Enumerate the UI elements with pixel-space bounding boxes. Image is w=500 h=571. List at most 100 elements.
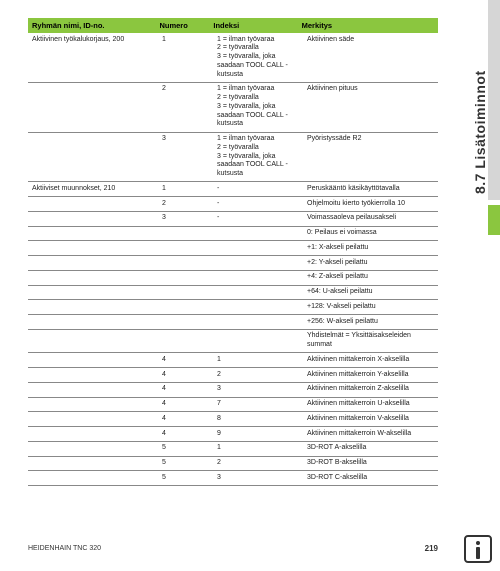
table-cell: 3 (213, 382, 303, 397)
table-cell (28, 427, 158, 442)
side-green-marker (488, 205, 500, 235)
table-cell (158, 241, 213, 256)
table-row: 31 = ilman työvaraa 2 = työvaralla 3 = t… (28, 132, 438, 182)
table-cell: 4 (158, 353, 213, 368)
table-cell (28, 132, 158, 182)
table-row: 0: Peilaus ei voimassa (28, 226, 438, 241)
header-col-3: Indeksi (213, 21, 301, 30)
table-cell (28, 397, 158, 412)
table-row: 43Aktiivinen mittakerroin Z-akselilla (28, 382, 438, 397)
side-tab: 8.7 Lisätoiminnot (470, 0, 500, 200)
header-col-1: Ryhmän nimi, ID-no. (32, 21, 159, 30)
table-cell: Aktiivinen säde (303, 33, 438, 82)
table-cell: 2 (158, 82, 213, 132)
table-cell: 2 (158, 197, 213, 212)
table-cell (28, 226, 158, 241)
data-table: Aktiivinen työkalukorjaus, 20011 = ilman… (28, 33, 438, 486)
table-cell (213, 270, 303, 285)
table-cell: Aktiivinen mittakerroin X-akselilla (303, 353, 438, 368)
table-row: 49Aktiivinen mittakerroin W-akselilla (28, 427, 438, 442)
page-number: 219 (425, 544, 438, 553)
table-cell (158, 285, 213, 300)
table-cell (213, 285, 303, 300)
table-row: 523D-ROT B-akselilla (28, 456, 438, 471)
table-cell: 5 (158, 456, 213, 471)
table-row: +2: Y-akseli peilattu (28, 256, 438, 271)
table-cell: +1: X-akseli peilattu (303, 241, 438, 256)
table-cell: 2 (213, 368, 303, 383)
table-cell: +128: V-akseli peilattu (303, 300, 438, 315)
table-cell: +4: Z-akseli peilattu (303, 270, 438, 285)
table-cell (28, 270, 158, 285)
table-row: 47Aktiivinen mittakerroin U-akselilla (28, 397, 438, 412)
table-cell: Ohjelmoitu kierto työkierrolla 10 (303, 197, 438, 212)
table-header: Ryhmän nimi, ID-no. Numero Indeksi Merki… (28, 18, 438, 33)
table-cell: 4 (158, 427, 213, 442)
table-cell: +2: Y-akseli peilattu (303, 256, 438, 271)
table-row: +1: X-akseli peilattu (28, 241, 438, 256)
table-row: 3-Voimassaoleva peilausakseli (28, 211, 438, 226)
table-cell: - (213, 211, 303, 226)
table-cell: Aktiivinen mittakerroin U-akselilla (303, 397, 438, 412)
table-cell: 3D-ROT C-akselilla (303, 471, 438, 486)
table-cell (158, 329, 213, 353)
table-cell (28, 211, 158, 226)
table-cell: 1 (158, 33, 213, 82)
table-cell (213, 256, 303, 271)
footer-product: HEIDENHAIN TNC 320 (28, 545, 101, 552)
page-footer: HEIDENHAIN TNC 320 219 (28, 544, 438, 553)
table-cell: Aktiivinen mittakerroin V-akselilla (303, 412, 438, 427)
table-cell (213, 315, 303, 330)
table-cell: 1 = ilman työvaraa 2 = työvaralla 3 = ty… (213, 33, 303, 82)
table-cell: 4 (158, 368, 213, 383)
table-cell (158, 226, 213, 241)
table-row: 533D-ROT C-akselilla (28, 471, 438, 486)
table-cell (28, 471, 158, 486)
table-cell (213, 300, 303, 315)
table-cell (158, 300, 213, 315)
table-cell (28, 241, 158, 256)
table-cell (158, 315, 213, 330)
table-cell: 1 (158, 182, 213, 197)
table-cell (28, 329, 158, 353)
section-title: 8.7 Lisätoiminnot (472, 14, 490, 194)
table-cell (28, 382, 158, 397)
table-cell (28, 285, 158, 300)
table-cell: 9 (213, 427, 303, 442)
table-cell: 1 = ilman työvaraa 2 = työvaralla 3 = ty… (213, 82, 303, 132)
table-cell: Aktiivinen mittakerroin W-akselilla (303, 427, 438, 442)
table-cell (28, 256, 158, 271)
table-row: 2-Ohjelmoitu kierto työkierrolla 10 (28, 197, 438, 212)
table-row: Aktiivinen työkalukorjaus, 20011 = ilman… (28, 33, 438, 82)
table-cell: 1 (213, 353, 303, 368)
table-cell: Aktiivinen mittakerroin Z-akselilla (303, 382, 438, 397)
table-row: Aktiiviset muunnokset, 2101-Peruskääntö … (28, 182, 438, 197)
table-cell: 0: Peilaus ei voimassa (303, 226, 438, 241)
table-cell (28, 441, 158, 456)
table-cell: 3D-ROT A-akselilla (303, 441, 438, 456)
info-icon (464, 535, 492, 563)
table-cell: Yhdistelmät = Yksittäisakseleiden summat (303, 329, 438, 353)
table-cell: 5 (158, 471, 213, 486)
table-cell: +64: U-akseli peilattu (303, 285, 438, 300)
table-cell: 3D-ROT B-akselilla (303, 456, 438, 471)
table-cell (28, 368, 158, 383)
table-row: +64: U-akseli peilattu (28, 285, 438, 300)
table-cell: 7 (213, 397, 303, 412)
table-cell (28, 82, 158, 132)
table-row: +4: Z-akseli peilattu (28, 270, 438, 285)
header-col-2: Numero (159, 21, 213, 30)
table-row: +128: V-akseli peilattu (28, 300, 438, 315)
table-row: Yhdistelmät = Yksittäisakseleiden summat (28, 329, 438, 353)
table-cell: 4 (158, 382, 213, 397)
table-cell: - (213, 197, 303, 212)
table-row: 42Aktiivinen mittakerroin Y-akselilla (28, 368, 438, 383)
table-cell: +256: W-akseli peilattu (303, 315, 438, 330)
table-cell (213, 329, 303, 353)
table-cell: Aktiivinen pituus (303, 82, 438, 132)
table-cell: Peruskääntö käsikäyttötavalla (303, 182, 438, 197)
table-cell: Pyöristyssäde R2 (303, 132, 438, 182)
table-cell: 3 (158, 132, 213, 182)
table-cell (158, 256, 213, 271)
table-cell (28, 456, 158, 471)
